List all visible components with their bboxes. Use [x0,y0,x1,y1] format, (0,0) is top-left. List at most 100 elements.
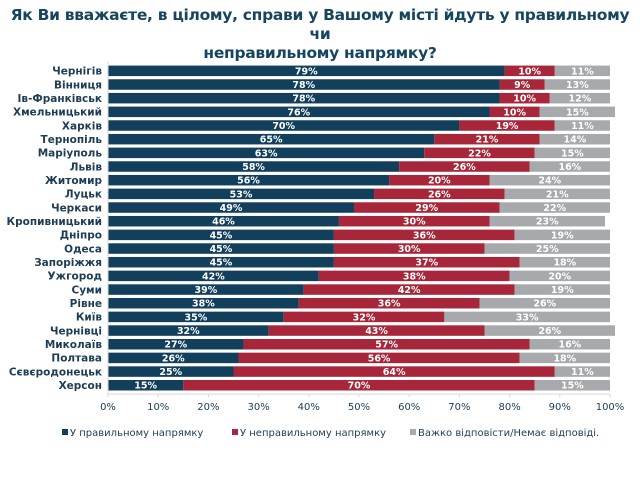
data-label-correct: 45% [210,230,233,241]
data-label-wrong: 56% [368,353,391,364]
bar-segment-correct [108,79,500,90]
bar-segment-wrong [333,256,520,268]
category-label: Сєвєродонецьк [9,366,102,378]
data-label-correct: 26% [162,353,185,364]
bar-segment-hard-to-say [534,147,610,159]
category-label: Дніпро [60,230,102,242]
category-label: Ужгород [48,271,102,283]
bar-segment-wrong [243,338,530,350]
data-label-correct: 70% [272,121,295,132]
bar-segment-hard-to-say [489,174,610,186]
data-label-wrong: 43% [365,326,388,337]
category-label: Одеса [64,243,102,255]
bar-segment-hard-to-say [489,215,605,227]
x-tick-label: 40% [298,402,320,413]
category-label: Ів-Франківськ [17,93,102,105]
data-label-correct: 53% [230,189,253,200]
category-label: Херсон [59,380,102,392]
bar-segment-correct [108,215,339,227]
legend-label-correct: У правильному напрямку [70,428,203,439]
x-tick-label: 90% [549,402,571,413]
data-label-wrong: 36% [413,230,436,241]
bar-segment-correct [108,338,244,350]
data-label-wrong: 57% [375,340,398,351]
x-tick-label: 10% [147,402,169,413]
data-label-correct: 65% [260,135,283,146]
bar-segment-wrong [318,270,510,282]
category-label: Львів [70,161,103,173]
bar-segment-correct [108,65,505,77]
data-label-wrong: 20% [428,176,451,187]
bar-segment-wrong [333,229,515,241]
data-label-wrong: 10% [503,107,526,118]
data-label-wrong: 30% [403,217,426,228]
bar-segment-hard-to-say [529,161,610,172]
data-label-correct: 39% [195,285,218,296]
bar-segment-hard-to-say [509,270,610,282]
category-label: Миколаїв [45,339,103,351]
data-label-wrong: 26% [453,162,476,173]
data-label-wrong: 19% [496,121,519,132]
x-tick-labels: 0% 10% 20% 30% 40% 50% 60% 70% 80% 90% 100% [100,394,624,413]
x-tick-label: 50% [348,402,370,413]
bar-segment-hard-to-say [539,133,610,145]
bar-segment-wrong [499,92,550,104]
bar-segment-correct [108,352,239,364]
data-label-hard-to-say: 25% [536,244,559,255]
data-label-correct: 58% [242,162,265,173]
bar-segment-correct [108,256,334,268]
data-label-wrong: 26% [428,189,451,200]
category-label: Вінниця [54,79,102,91]
data-label-wrong: 38% [403,271,426,282]
bar-segment-wrong [434,133,540,145]
bar-segment-correct [108,133,435,145]
bar-segment-correct [108,243,334,254]
bars-layer: 79% 10% 11% 78% 9% 13% 78% 10% 12% 76% 10% 15% 70% 19… [108,65,616,392]
bar-segment-wrong [499,79,545,90]
bar-segment-hard-to-say [514,229,610,241]
x-tick-label: 30% [247,402,269,413]
category-label: Рівне [70,298,102,310]
legend-swatch-hard-to-say [410,429,416,435]
data-label-wrong: 70% [348,381,371,392]
bar-segment-hard-to-say [554,65,610,77]
category-label: Полтава [51,353,102,365]
data-label-wrong: 9% [514,80,531,91]
data-label-correct: 56% [237,176,260,187]
bar-segment-wrong [424,147,535,159]
bar-segment-hard-to-say [479,297,610,309]
x-tick-label: 80% [498,402,520,413]
chart-title-line-1: Як Ви вважаєте, в цілому, справи у Вашом… [10,6,630,43]
bar-segment-hard-to-say [534,379,610,391]
category-label: Тернопіль [41,134,103,146]
data-label-wrong: 42% [398,285,421,296]
category-label: Луцьк [65,189,102,201]
data-label-correct: 49% [220,203,243,214]
legend-swatch-wrong [232,429,238,435]
bar-segment-hard-to-say [484,325,616,336]
bar-segment-wrong [268,325,485,336]
data-label-wrong: 10% [518,66,541,77]
bar-segment-correct [108,106,490,118]
data-label-hard-to-say: 22% [543,203,566,214]
data-label-hard-to-say: 18% [553,353,576,364]
category-label: Маріуполь [38,148,103,160]
category-label: Житомир [45,175,102,187]
chart-title: Як Ви вважаєте, в цілому, справи у Вашом… [0,6,640,63]
data-label-hard-to-say: 23% [536,217,559,228]
data-label-correct: 25% [159,367,182,378]
x-tick-label: 20% [197,402,219,413]
bar-segment-hard-to-say [529,338,610,350]
bar-segment-hard-to-say [544,79,610,90]
bar-segment-wrong [389,174,490,186]
category-label: Чернігів [52,66,102,78]
chart-title-line-2: неправильному напрямку? [203,44,437,62]
bar-segment-wrong [399,161,530,172]
data-label-hard-to-say: 18% [553,258,576,269]
data-label-hard-to-say: 21% [546,189,569,200]
bar-segment-wrong [489,106,540,118]
data-label-wrong: 64% [383,367,406,378]
bar-segment-correct [108,202,354,213]
data-label-wrong: 21% [476,135,499,146]
